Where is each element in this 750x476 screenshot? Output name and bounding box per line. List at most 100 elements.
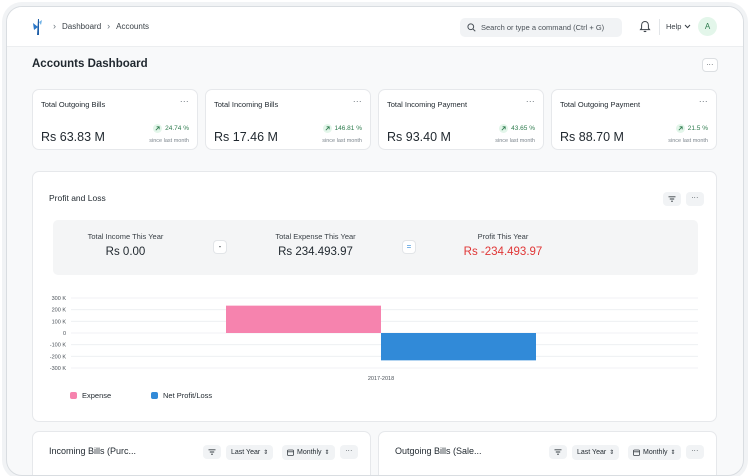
legend-label: Expense xyxy=(82,391,112,400)
legend-label: Net Profit/Loss xyxy=(163,391,213,400)
summary-income-value: Rs 0.00 xyxy=(105,246,146,258)
card-menu-button[interactable]: ... xyxy=(698,94,708,104)
legend-item-expense[interactable]: Expense xyxy=(70,391,111,400)
legend-swatch xyxy=(70,392,77,399)
profit-loss-panel: Profit and Loss ... Total Income This Ye… xyxy=(32,171,717,422)
bar-expense[interactable] xyxy=(226,305,381,333)
select-caret-icon: ⇕ xyxy=(263,450,269,456)
search-bar[interactable] xyxy=(460,18,622,37)
period-select[interactable]: Last Year ⇕ xyxy=(226,445,274,460)
chevron-right-icon: › xyxy=(107,21,111,31)
breadcrumb-dashboard[interactable]: Dashboard xyxy=(62,21,102,31)
breadcrumb: › Dashboard › Accounts xyxy=(53,21,149,31)
bar-net-profit-loss[interactable] xyxy=(381,333,536,361)
card-value: Rs 63.83 M xyxy=(41,130,105,144)
card-title: Total Incoming Payment xyxy=(387,100,468,109)
card-title: Total Incoming Bills xyxy=(214,100,279,109)
card-title: Total Outgoing Bills xyxy=(41,100,106,109)
trend-up-icon xyxy=(499,124,509,133)
app-logo-icon[interactable] xyxy=(29,18,45,36)
card-value: Rs 88.70 M xyxy=(560,130,624,144)
search-input[interactable] xyxy=(481,23,621,32)
help-label: Help xyxy=(666,22,682,31)
card-subtext: since last month xyxy=(668,138,708,144)
chevron-right-icon: › xyxy=(53,21,56,31)
filter-icon xyxy=(554,449,562,455)
card-trend: 146.81 % xyxy=(322,124,362,133)
x-tick-label: 2017-2018 xyxy=(368,376,394,382)
card-menu-button[interactable]: ... xyxy=(352,94,362,104)
panel-title: Incoming Bills (Purc... xyxy=(49,446,137,456)
stat-card-incoming-bills[interactable]: Total Incoming Bills ... Rs 17.46 M 146.… xyxy=(205,89,371,150)
profit-loss-summary: Total Income This Year Rs 0.00 - Total E… xyxy=(53,220,698,275)
card-trend-value: 146.81 % xyxy=(334,125,362,132)
calendar-icon xyxy=(633,449,640,456)
summary-expense-label: Total Expense This Year xyxy=(275,232,356,241)
card-menu-button[interactable]: ... xyxy=(179,94,189,104)
summary-profit: Profit This Year Rs -234.493.97 xyxy=(448,232,558,258)
interval-value: Monthly xyxy=(297,449,322,456)
interval-select[interactable]: Monthly ⇕ xyxy=(628,445,681,460)
summary-income: Total Income This Year Rs 0.00 xyxy=(73,232,178,258)
card-value: Rs 17.46 M xyxy=(214,130,278,144)
bell-icon[interactable] xyxy=(639,20,651,33)
panel-title: Profit and Loss xyxy=(49,193,106,203)
y-tick-label: -200 K xyxy=(50,354,67,360)
period-value: Last Year xyxy=(231,449,261,456)
summary-income-label: Total Income This Year xyxy=(87,232,164,241)
stat-card-outgoing-bills[interactable]: Total Outgoing Bills ... Rs 63.83 M 24.7… xyxy=(32,89,198,150)
card-trend-value: 43.65 % xyxy=(511,125,535,132)
navbar-divider xyxy=(659,19,660,35)
card-trend: 24.74 % xyxy=(153,124,189,133)
filter-button[interactable] xyxy=(549,445,567,459)
card-title: Total Outgoing Payment xyxy=(560,100,641,109)
period-select[interactable]: Last Year ⇕ xyxy=(572,445,620,460)
incoming-bills-panel: Incoming Bills (Purc... Last Year ⇕ Mont… xyxy=(32,431,371,475)
interval-value: Monthly xyxy=(643,449,668,456)
profit-loss-chart: 300 K 200 K 100 K 0 -100 K -200 K -300 K 2017-2… xyxy=(50,296,698,382)
card-subtext: since last month xyxy=(149,138,189,144)
select-caret-icon: ⇕ xyxy=(670,450,676,456)
stat-card-outgoing-payment[interactable]: Total Outgoing Payment ... Rs 88.70 M 21… xyxy=(551,89,717,150)
card-subtext: since last month xyxy=(495,138,535,144)
select-caret-icon: ⇕ xyxy=(609,450,615,456)
card-subtext: since last month xyxy=(322,138,362,144)
filter-icon xyxy=(208,449,216,455)
panel-title: Outgoing Bills (Sale... xyxy=(395,446,482,456)
summary-profit-label: Profit This Year xyxy=(477,232,529,241)
help-dropdown[interactable]: Help xyxy=(666,22,691,31)
panel-menu-button[interactable]: ... xyxy=(686,192,704,206)
user-avatar[interactable]: A xyxy=(698,17,717,36)
trend-up-icon xyxy=(322,124,332,133)
select-caret-icon: ⇕ xyxy=(324,450,330,456)
app-window: › Dashboard › Accounts Help A Accounts D… xyxy=(6,6,744,476)
legend-swatch xyxy=(151,392,158,399)
page-menu-button[interactable]: ... xyxy=(702,58,718,72)
y-tick-label: -300 K xyxy=(50,366,67,372)
summary-profit-value: Rs -234.493.97 xyxy=(463,246,543,258)
trend-up-icon xyxy=(153,124,163,133)
card-trend: 43.65 % xyxy=(499,124,535,133)
minus-operator: - xyxy=(214,241,226,253)
panel-menu-button[interactable]: ... xyxy=(686,445,704,459)
y-tick-label: 0 xyxy=(63,331,66,337)
card-menu-button[interactable]: ... xyxy=(525,94,535,104)
equals-operator: = xyxy=(403,241,415,253)
stat-card-incoming-payment[interactable]: Total Incoming Payment ... Rs 93.40 M 43… xyxy=(378,89,544,150)
search-icon xyxy=(467,23,476,32)
legend-item-net-profit-loss[interactable]: Net Profit/Loss xyxy=(151,391,212,400)
y-tick-label: 300 K xyxy=(52,296,67,302)
breadcrumb-accounts[interactable]: Accounts xyxy=(116,21,150,31)
trend-up-icon xyxy=(675,124,685,133)
calendar-icon xyxy=(287,449,294,456)
card-trend: 21.5 % xyxy=(675,124,708,133)
navbar: › Dashboard › Accounts Help A xyxy=(7,7,743,47)
y-tick-label: 200 K xyxy=(52,308,67,314)
filter-icon xyxy=(668,196,676,202)
panel-menu-button[interactable]: ... xyxy=(340,445,358,459)
filter-button[interactable] xyxy=(203,445,221,459)
interval-select[interactable]: Monthly ⇕ xyxy=(282,445,335,460)
card-trend-value: 21.5 % xyxy=(687,125,708,132)
filter-button[interactable] xyxy=(663,192,681,206)
summary-expense-value: Rs 234.493.97 xyxy=(278,246,353,258)
